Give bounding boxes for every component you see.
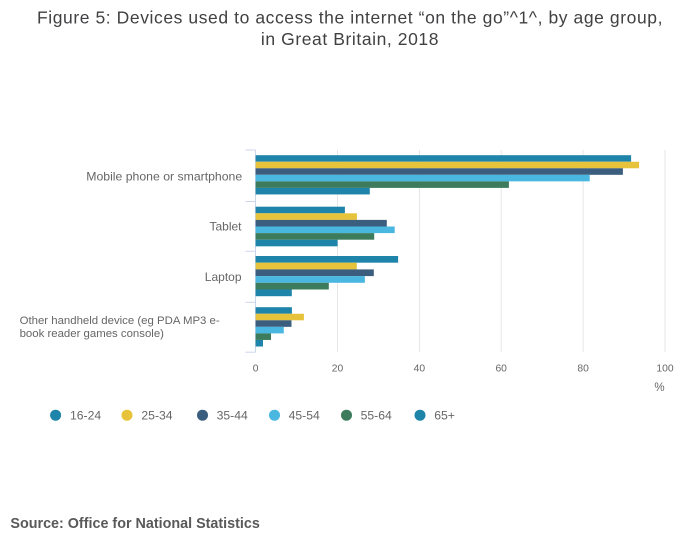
svg-text:Source: Office for National St: Source: Office for National Statistics (10, 516, 259, 532)
svg-text:Figure 5: Devices used to acce: Figure 5: Devices used to access the int… (37, 8, 663, 28)
svg-text:Laptop: Laptop (205, 270, 242, 284)
svg-text:80: 80 (577, 364, 589, 375)
svg-text:20: 20 (332, 364, 344, 375)
svg-text:Tablet: Tablet (209, 219, 242, 233)
svg-text:0: 0 (253, 364, 259, 375)
svg-text:35-44: 35-44 (217, 409, 248, 423)
svg-text:40: 40 (414, 364, 426, 375)
svg-text:Other handheld device (eg PDA: Other handheld device (eg PDA MP3 e- (20, 315, 220, 327)
svg-text:Mobile phone or smartphone: Mobile phone or smartphone (86, 170, 242, 184)
svg-text:45-54: 45-54 (289, 409, 320, 423)
svg-text:60: 60 (495, 364, 507, 375)
svg-text:in Great Britain, 2018: in Great Britain, 2018 (261, 29, 439, 49)
svg-text:25-34: 25-34 (141, 409, 172, 423)
svg-text:%: % (654, 382, 664, 394)
svg-text:55-64: 55-64 (361, 409, 392, 423)
svg-text:book reader games console): book reader games console) (20, 328, 165, 340)
svg-text:100: 100 (656, 364, 673, 375)
svg-text:16-24: 16-24 (70, 409, 101, 423)
svg-text:65+: 65+ (434, 409, 455, 423)
